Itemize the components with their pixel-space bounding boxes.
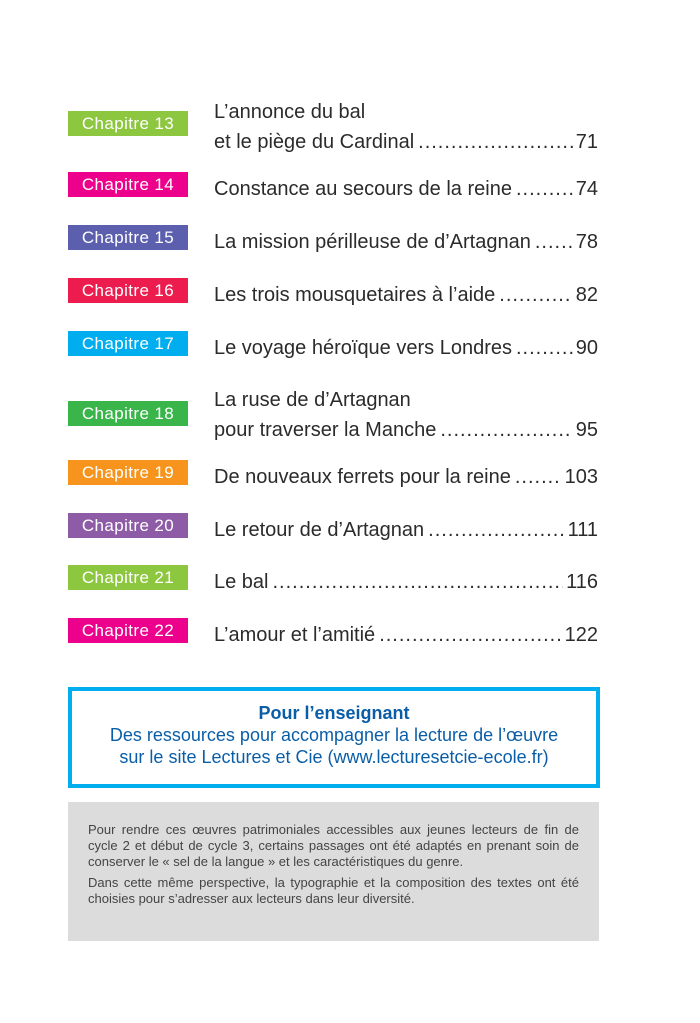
page-number: 90 [575,337,598,359]
chapter-title-line: Constance au secours de la reine [214,178,512,200]
chapter-title-line: La ruse de d’Artagnan [214,389,411,411]
page-number: 71 [575,131,598,153]
dot-leader [428,515,564,545]
page-number: 82 [575,284,598,306]
chapter-badge: Chapitre 15 [68,225,188,250]
teacher-heading: Pour l’enseignant [258,703,410,723]
chapter-title-line: Le bal [214,571,269,593]
chapter-badge: Chapitre 19 [68,460,188,485]
chapter-badge: Chapitre 21 [68,565,188,590]
dot-leader [535,227,573,257]
note-paragraph: Dans cette même perspective, la typograp… [88,875,579,906]
table-of-contents: Chapitre 13 L’annonce du bal et le piège… [0,0,700,660]
chapter-title: Constance au secours de la reine 74 [214,174,598,204]
chapter-title-line: Les trois mousquetaires à l’aide [214,284,496,306]
chapter-title-line: Le voyage héroïque vers Londres [214,337,512,359]
chapter-badge: Chapitre 16 [68,278,188,303]
chapter-title: L’annonce du bal et le piège du Cardinal… [214,97,598,157]
chapter-badge: Chapitre 14 [68,172,188,197]
teacher-text-line: Des ressources pour accompagner la lectu… [109,725,559,745]
dot-leader [515,462,562,492]
page-number: 74 [575,178,598,200]
dot-leader [418,127,573,157]
chapter-title-line: L’annonce du bal [214,101,366,123]
chapter-title-line: Le retour de d’Artagnan [214,519,425,541]
page-number: 78 [575,231,598,253]
chapter-badge: Chapitre 17 [68,331,188,356]
dot-leader [440,415,572,445]
teacher-link-line[interactable]: sur le site Lectures et Cie (www.lecture… [119,747,549,767]
page-number: 103 [564,466,598,488]
chapter-title-line: La mission périlleuse de d’Artagnan [214,231,531,253]
chapter-title: Le bal 116 [214,567,598,597]
chapter-badge: Chapitre 18 [68,401,188,426]
page-number: 116 [566,571,598,593]
chapter-badge: Chapitre 22 [68,618,188,643]
dot-leader [516,333,573,363]
chapter-title: Le retour de d’Artagnan 111 [214,515,598,545]
page-number: 122 [564,624,598,646]
chapter-title: La ruse de d’Artagnan pour traverser la … [214,385,598,445]
chapter-title: L’amour et l’amitié 122 [214,620,598,650]
chapter-title-line: pour traverser la Manche [214,419,437,441]
chapter-title: Le voyage héroïque vers Londres 90 [214,333,598,363]
note-paragraph: Pour rendre ces œuvres patrimoniales acc… [88,822,579,869]
chapter-title-line: L’amour et l’amitié [214,624,376,646]
page-number: 111 [567,519,598,541]
adaptation-note: Pour rendre ces œuvres patrimoniales acc… [68,802,599,941]
chapter-badge: Chapitre 20 [68,513,188,538]
teacher-resources-box: Pour l’enseignant Des ressources pour ac… [68,687,600,788]
chapter-title: Les trois mousquetaires à l’aide 82 [214,280,598,310]
chapter-title-line: et le piège du Cardinal [214,131,415,153]
dot-leader [273,567,564,597]
chapter-title: De nouveaux ferrets pour la reine 103 [214,462,598,492]
chapter-title: La mission périlleuse de d’Artagnan 78 [214,227,598,257]
chapter-badge: Chapitre 13 [68,111,188,136]
dot-leader [379,620,561,650]
dot-leader [516,174,573,204]
chapter-title-line: De nouveaux ferrets pour la reine [214,466,511,488]
page-number: 95 [575,419,598,441]
dot-leader [499,280,572,310]
